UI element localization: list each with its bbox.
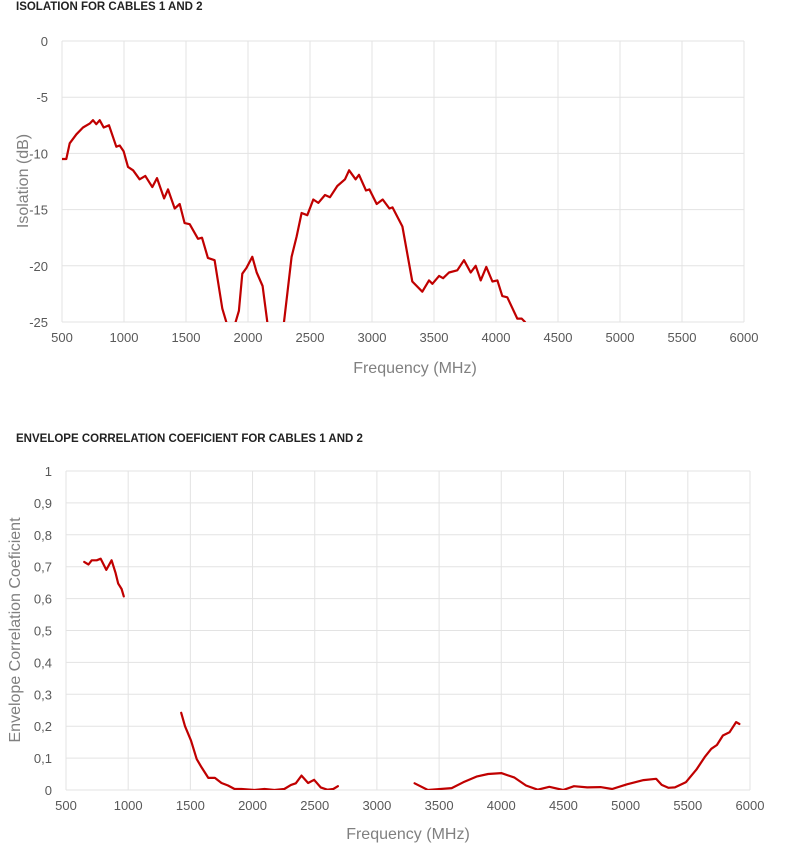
ecc-series-line [413,721,741,790]
isolation-series-line [234,255,269,322]
x-tick-label: 4500 [544,330,573,345]
y-tick-label: 1 [45,464,52,479]
y-tick-label: 0,2 [34,719,52,734]
isolation-series-line [62,119,228,322]
x-tick-label: 5000 [606,330,635,345]
isolation-chart-title: ISOLATION FOR CABLES 1 AND 2 [16,1,203,13]
y-tick-label: 0,5 [34,624,52,639]
isolation-y-axis-title: Isolation (dB) [15,134,32,228]
x-tick-label: 5500 [668,330,697,345]
y-tick-label: -15 [29,203,48,218]
ecc-series-line [83,557,125,598]
ecc-y-axis-title: Envelope Correlation Coeficient [7,517,24,743]
x-tick-label: 5500 [673,798,702,813]
x-tick-label: 3000 [358,330,387,345]
x-tick-label: 1500 [176,798,205,813]
y-tick-label: -5 [36,90,48,105]
x-tick-label: 6000 [730,330,759,345]
x-tick-label: 1500 [172,330,201,345]
y-tick-label: 0,6 [34,592,52,607]
x-tick-label: 500 [51,330,73,345]
x-tick-label: 3500 [420,330,449,345]
x-tick-label: 4000 [487,798,516,813]
ecc-x-axis-title: Frequency (MHz) [346,826,470,843]
x-tick-label: 5000 [611,798,640,813]
ecc-chart-title: ENVELOPE CORRELATION COEFICIENT FOR CABL… [16,433,363,445]
y-tick-label: 0,3 [34,687,52,702]
x-tick-label: 2500 [300,798,329,813]
x-tick-label: 2000 [238,798,267,813]
y-tick-label: 0,4 [34,655,52,670]
x-tick-label: 1000 [114,798,143,813]
y-tick-label: -10 [29,146,48,161]
isolation-series-line [282,169,527,322]
y-tick-label: 0,7 [34,560,52,575]
x-tick-label: 4500 [549,798,578,813]
isolation-chart: 500 1000 1500 2000 2500 3000 3500 4000 4500 5000 5… [29,34,758,345]
y-tick-label: 0 [41,34,48,49]
x-tick-label: 500 [55,798,77,813]
isolation-x-axis-title: Frequency (MHz) [353,360,477,377]
ecc-series-line [180,711,339,790]
x-tick-label: 4000 [482,330,511,345]
y-tick-label: 0,8 [34,528,52,543]
x-tick-label: 3000 [362,798,391,813]
y-tick-label: 0 [45,783,52,798]
y-tick-label: 0,1 [34,751,52,766]
y-tick-label: -20 [29,259,48,274]
x-tick-label: 2000 [234,330,263,345]
y-tick-label: 0,9 [34,496,52,511]
x-tick-label: 6000 [736,798,765,813]
x-tick-label: 1000 [110,330,139,345]
y-tick-label: -25 [29,315,48,330]
x-tick-label: 3500 [425,798,454,813]
x-tick-label: 2500 [296,330,325,345]
ecc-chart: 500 1000 1500 2000 2500 3000 3500 4000 4500 5000 5… [34,464,765,813]
